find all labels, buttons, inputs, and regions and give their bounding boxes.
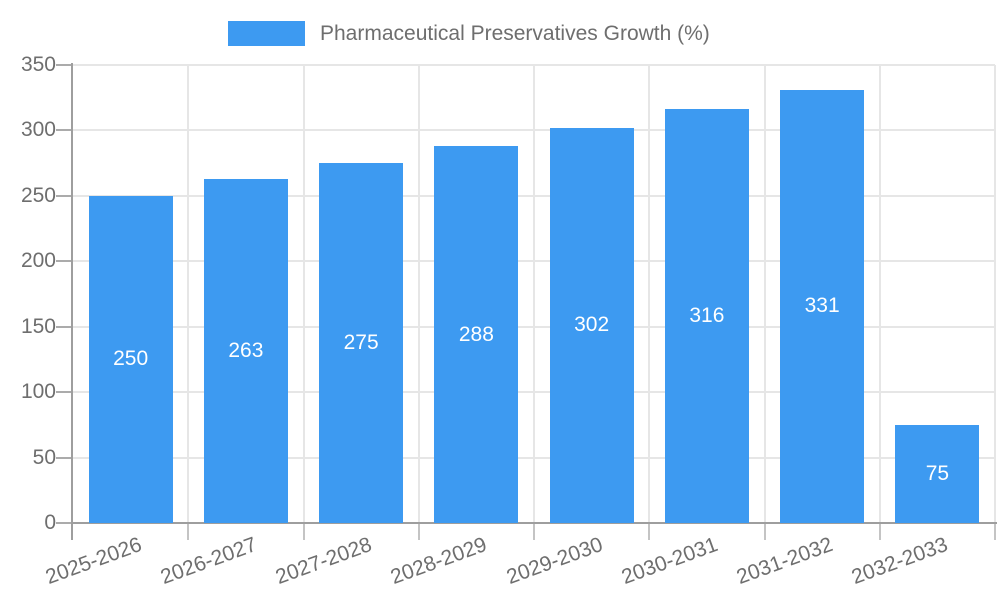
y-axis-tick [56, 325, 71, 328]
y-axis-tick-label: 150 [20, 314, 56, 338]
bar-value-label: 316 [689, 304, 725, 328]
y-axis-tick-label: 350 [20, 53, 56, 76]
bar-value-label: 288 [458, 322, 494, 346]
y-axis-tick [56, 522, 71, 524]
x-axis-tick [994, 523, 996, 540]
bar-value-label: 250 [113, 347, 149, 371]
bar-value-label: 275 [343, 331, 379, 355]
x-axis-tick [302, 523, 305, 540]
legend-label: Pharmaceutical Preservatives Growth (%) [320, 22, 710, 45]
bar-value-label: 331 [804, 294, 840, 318]
gridline-vertical [994, 65, 996, 523]
y-axis-tick-label: 300 [20, 118, 56, 142]
bar-2028-2029[interactable] [434, 146, 519, 523]
bar-value-label: 263 [228, 338, 264, 362]
y-axis-tick [56, 456, 71, 459]
gridline-vertical [648, 65, 651, 523]
bar-2032-2033[interactable] [895, 424, 980, 523]
y-axis-tick [56, 64, 71, 66]
x-axis-tick [648, 523, 651, 540]
y-axis-tick-label: 50 [32, 445, 56, 469]
gridline-vertical [878, 65, 881, 523]
bar-2031-2032[interactable] [780, 89, 865, 523]
y-axis-line [71, 63, 73, 540]
gridline-vertical [187, 65, 190, 523]
y-axis-tick-label: 200 [20, 249, 56, 273]
y-axis-tick [56, 391, 71, 394]
y-axis-tick-label: 100 [20, 380, 56, 404]
legend-color-swatch [228, 21, 305, 46]
y-axis-tick [56, 129, 71, 132]
gridline-vertical [533, 65, 535, 523]
x-axis-tick [533, 523, 535, 540]
x-axis-tick [187, 523, 190, 540]
bar-2025-2026[interactable] [88, 195, 173, 523]
x-axis-line [71, 522, 997, 524]
gridline-vertical [763, 65, 766, 523]
gridline-vertical [417, 65, 420, 523]
x-axis-tick [878, 523, 881, 540]
bar-2030-2031[interactable] [664, 109, 749, 523]
bar-value-label: 75 [925, 461, 950, 485]
y-axis-tick [56, 260, 71, 263]
y-axis-tick-label: 0 [44, 511, 56, 534]
gridline-vertical [302, 65, 305, 523]
x-axis-tick [417, 523, 420, 540]
chart-legend: Pharmaceutical Preservatives Growth (%) [0, 14, 1000, 54]
y-axis-tick-label: 250 [20, 183, 56, 207]
bar-2029-2030[interactable] [549, 127, 634, 523]
bar-2027-2028[interactable] [319, 163, 404, 523]
bar-2026-2027[interactable] [203, 178, 288, 523]
bar-value-label: 302 [574, 313, 610, 337]
y-axis-tick [56, 194, 71, 197]
x-axis-tick [763, 523, 766, 540]
